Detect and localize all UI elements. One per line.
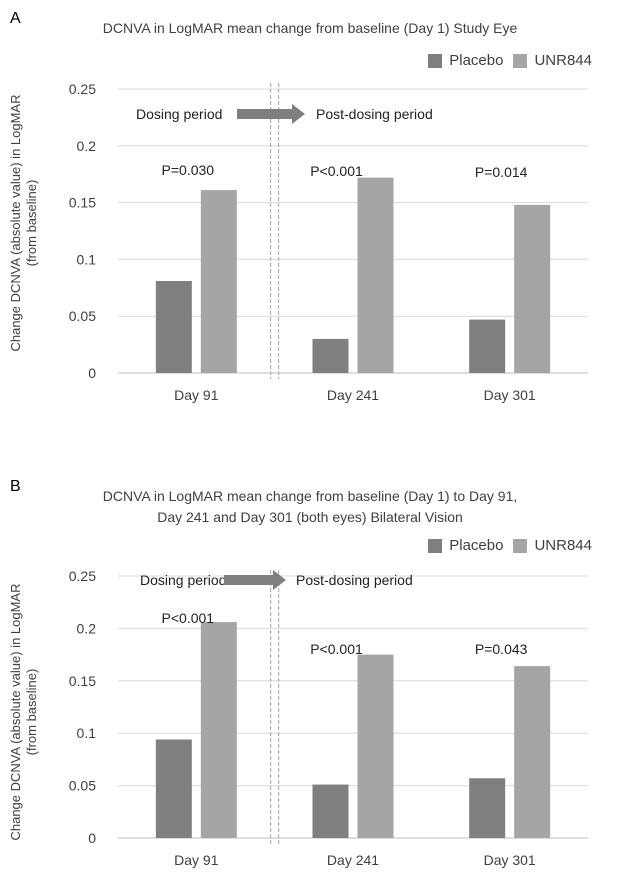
legend-label-unr844: UNR844 <box>534 52 592 69</box>
y-tick-label: 0 <box>88 830 96 846</box>
p-value-label: P=0.030 <box>162 162 215 178</box>
x-tick-label: Day 301 <box>484 852 536 868</box>
legend-item-placebo: Placebo <box>428 52 503 69</box>
bar-placebo <box>469 778 506 838</box>
y-tick-label: 0 <box>88 365 96 381</box>
dosing-period-label: Dosing period <box>140 572 226 588</box>
legend-swatch-unr844 <box>513 53 528 68</box>
bar-unr844 <box>514 666 551 838</box>
x-tick-label: Day 241 <box>327 852 379 868</box>
p-value-label: P<0.001 <box>162 610 215 626</box>
post-dosing-period-label: Post-dosing period <box>316 106 433 122</box>
x-tick-label: Day 301 <box>484 387 536 403</box>
p-value-label: P<0.001 <box>310 163 363 179</box>
post-dosing-period-label: Post-dosing period <box>296 572 413 588</box>
chart-panel-a: A DCNVA in LogMAR mean change from basel… <box>0 10 620 403</box>
bar-unr844 <box>200 190 237 373</box>
y-tick-label: 0.15 <box>69 673 96 689</box>
bar-chart-a: 0 0.05 0.1 0.15 0.2 0.25 Day 91 P=0.030 Day 241 P… <box>69 81 588 403</box>
chart-title-b-line-1: DCNVA in LogMAR mean change from baselin… <box>102 488 518 504</box>
p-value-label: P=0.014 <box>475 164 528 180</box>
bar-unr844 <box>200 622 237 838</box>
bar-placebo <box>469 319 506 373</box>
y-tick-label: 0.2 <box>77 620 97 636</box>
y-tick-label: 0.2 <box>77 138 97 154</box>
bar-placebo <box>155 739 192 838</box>
chart-title-b: DCNVA in LogMAR mean change from baselin… <box>0 486 620 528</box>
bar-unr844 <box>357 177 394 373</box>
bar-placebo <box>155 280 192 373</box>
legend-label-placebo: Placebo <box>449 52 504 69</box>
y-tick-label: 0.15 <box>69 195 96 211</box>
y-tick-label: 0.05 <box>69 778 96 794</box>
x-tick-label: Day 91 <box>174 852 219 868</box>
y-tick-label: 0.1 <box>77 251 97 267</box>
right-arrow-icon <box>237 104 305 124</box>
bar-placebo <box>312 784 349 838</box>
y-tick-label: 0.25 <box>69 81 96 97</box>
legend-b: Placebo UNR844 <box>418 537 592 554</box>
y-tick-label: 0.25 <box>69 568 96 584</box>
p-value-label: P<0.001 <box>310 641 363 657</box>
legend-item-unr844: UNR844 <box>513 537 592 554</box>
x-tick-label: Day 241 <box>327 387 379 403</box>
panel-letter-a: A <box>10 10 21 27</box>
bar-unr844 <box>357 654 394 838</box>
legend-swatch-placebo <box>428 538 443 553</box>
legend-label-unr844: UNR844 <box>534 537 592 554</box>
legend-swatch-placebo <box>428 53 443 68</box>
panel-letter-b: B <box>10 478 21 495</box>
legend-a: Placebo UNR844 <box>418 52 592 69</box>
chart-title-a-line-1: DCNVA in LogMAR mean change from baselin… <box>102 20 518 36</box>
chart-panel-b: B DCNVA in LogMAR mean change from basel… <box>0 470 620 873</box>
dosing-period-label: Dosing period <box>136 106 222 122</box>
legend-item-unr844: UNR844 <box>513 52 592 69</box>
bar-chart-b: 0 0.05 0.1 0.15 0.2 0.25 Day 91 P<0.001 Day 241 P… <box>69 568 588 868</box>
p-value-label: P=0.043 <box>475 641 528 657</box>
legend-label-placebo: Placebo <box>449 537 504 554</box>
chart-title-b-line-2: Day 241 and Day 301 (both eyes) Bilatera… <box>157 509 463 525</box>
bar-placebo <box>312 338 349 373</box>
legend-item-placebo: Placebo <box>428 537 503 554</box>
x-tick-label: Day 91 <box>174 387 219 403</box>
y-tick-label: 0.05 <box>69 308 96 324</box>
legend-swatch-unr844 <box>513 538 528 553</box>
bar-unr844 <box>514 204 551 373</box>
right-arrow-icon <box>224 570 286 590</box>
chart-title-a: DCNVA in LogMAR mean change from baselin… <box>0 18 620 39</box>
y-tick-label: 0.1 <box>77 725 97 741</box>
